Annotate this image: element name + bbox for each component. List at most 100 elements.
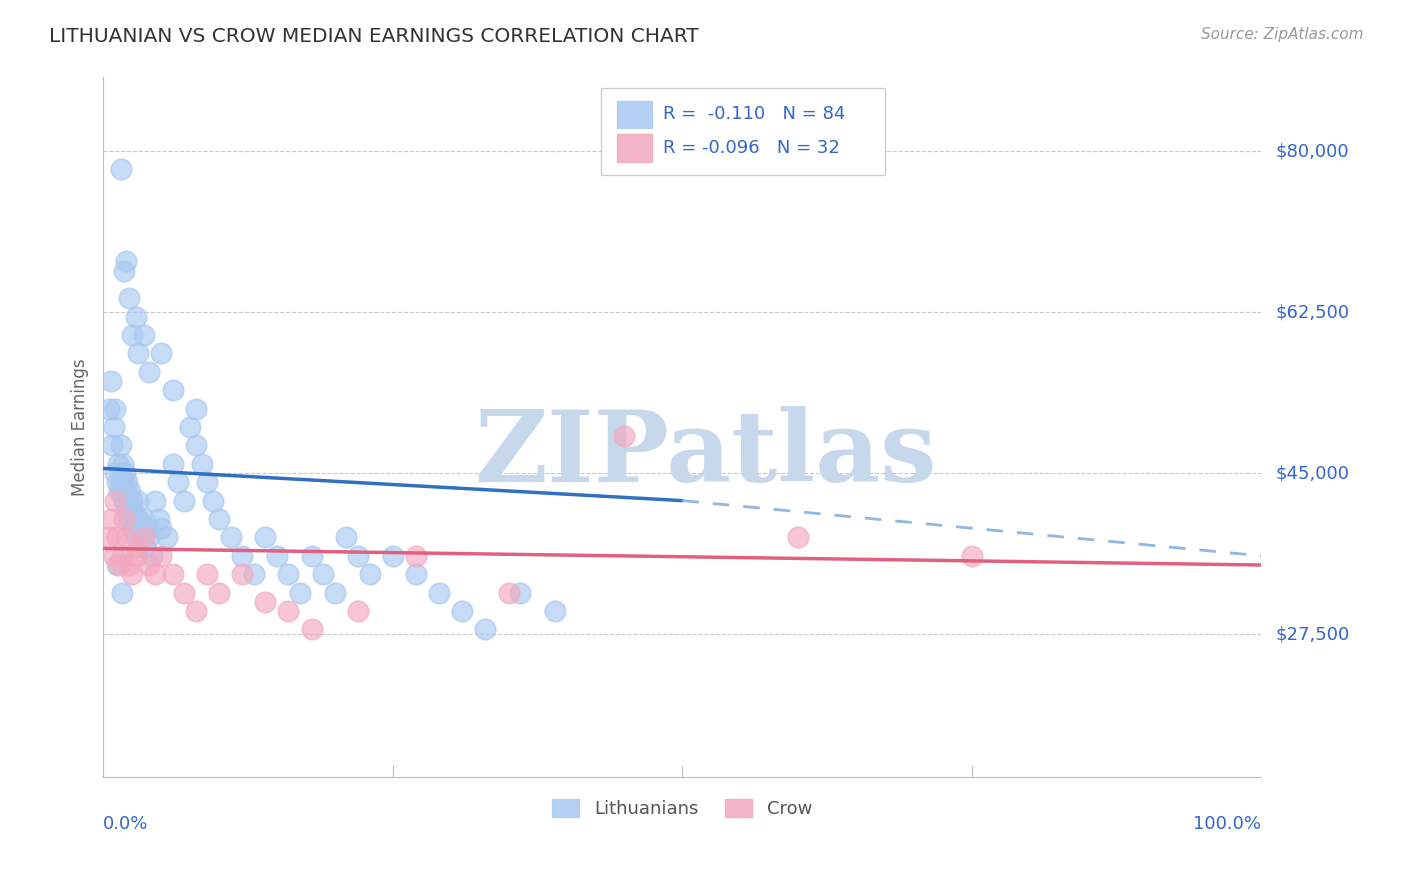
Point [111, 457, 134, 471]
Point [108, 558, 131, 572]
Text: $45,000: $45,000 [1275, 464, 1350, 482]
Point [117, 512, 139, 526]
Point [124, 512, 146, 526]
Point [173, 585, 195, 599]
Point [110, 438, 132, 452]
Point [132, 328, 155, 343]
Point [117, 493, 139, 508]
Point [127, 493, 149, 508]
Point [121, 521, 143, 535]
Point [136, 521, 159, 535]
Point [115, 530, 138, 544]
Point [127, 540, 149, 554]
Point [101, 438, 124, 452]
Point [131, 530, 153, 544]
Point [110, 162, 132, 177]
Point [138, 365, 160, 379]
Point [150, 521, 173, 535]
Point [100, 512, 122, 526]
Text: 100.0%: 100.0% [1194, 815, 1261, 833]
Point [190, 457, 212, 471]
Point [124, 549, 146, 563]
Point [105, 530, 128, 544]
Point [112, 475, 135, 490]
Text: LITHUANIAN VS CROW MEDIAN EARNINGS CORRELATION CHART: LITHUANIAN VS CROW MEDIAN EARNINGS CORRE… [49, 27, 699, 45]
Point [544, 604, 567, 618]
Point [104, 466, 127, 480]
Point [787, 530, 810, 544]
Point [112, 512, 135, 526]
Point [312, 567, 335, 582]
Point [202, 493, 225, 508]
Y-axis label: Median Earnings: Median Earnings [72, 359, 89, 496]
Text: R = -0.096   N = 32: R = -0.096 N = 32 [662, 139, 839, 157]
Point [111, 549, 134, 563]
Point [288, 585, 311, 599]
Point [347, 604, 370, 618]
Point [108, 484, 131, 499]
Text: $62,500: $62,500 [1275, 303, 1350, 321]
Point [405, 549, 427, 563]
Point [103, 549, 125, 563]
Point [115, 254, 138, 268]
Point [242, 567, 264, 582]
Point [105, 558, 128, 572]
Point [118, 484, 141, 499]
Point [111, 484, 134, 499]
Point [613, 429, 636, 443]
Legend: Lithuanians, Crow: Lithuanians, Crow [543, 789, 821, 827]
Text: Source: ZipAtlas.com: Source: ZipAtlas.com [1201, 27, 1364, 42]
Point [162, 567, 184, 582]
Point [124, 310, 146, 324]
Point [111, 585, 134, 599]
Point [97, 401, 120, 416]
Point [132, 512, 155, 526]
Text: ZIPatlas: ZIPatlas [474, 407, 936, 503]
Point [127, 512, 149, 526]
Point [132, 530, 155, 544]
Point [323, 585, 346, 599]
Point [509, 585, 531, 599]
Point [184, 401, 207, 416]
Point [335, 530, 357, 544]
Point [960, 549, 983, 563]
Point [129, 521, 152, 535]
Point [138, 530, 160, 544]
Point [150, 346, 173, 360]
Point [231, 549, 253, 563]
Point [184, 438, 207, 452]
Point [231, 567, 253, 582]
Point [301, 623, 323, 637]
Point [115, 484, 138, 499]
Point [451, 604, 474, 618]
Point [277, 604, 299, 618]
Point [208, 585, 231, 599]
Point [143, 493, 166, 508]
Point [110, 475, 132, 490]
Point [105, 475, 128, 490]
Point [277, 567, 299, 582]
Point [104, 493, 127, 508]
Point [117, 475, 139, 490]
Point [427, 585, 450, 599]
Point [104, 401, 127, 416]
Point [120, 503, 142, 517]
Point [112, 493, 135, 508]
Point [138, 558, 160, 572]
Point [114, 466, 136, 480]
Point [143, 567, 166, 582]
Point [266, 549, 288, 563]
Point [107, 457, 129, 471]
Point [117, 558, 139, 572]
Point [141, 549, 163, 563]
Point [301, 549, 323, 563]
Point [148, 512, 170, 526]
Point [97, 530, 120, 544]
FancyBboxPatch shape [602, 88, 884, 176]
Point [124, 530, 146, 544]
Point [100, 374, 122, 388]
Text: $80,000: $80,000 [1275, 142, 1348, 160]
Point [474, 623, 496, 637]
Point [173, 493, 195, 508]
Point [122, 503, 145, 517]
